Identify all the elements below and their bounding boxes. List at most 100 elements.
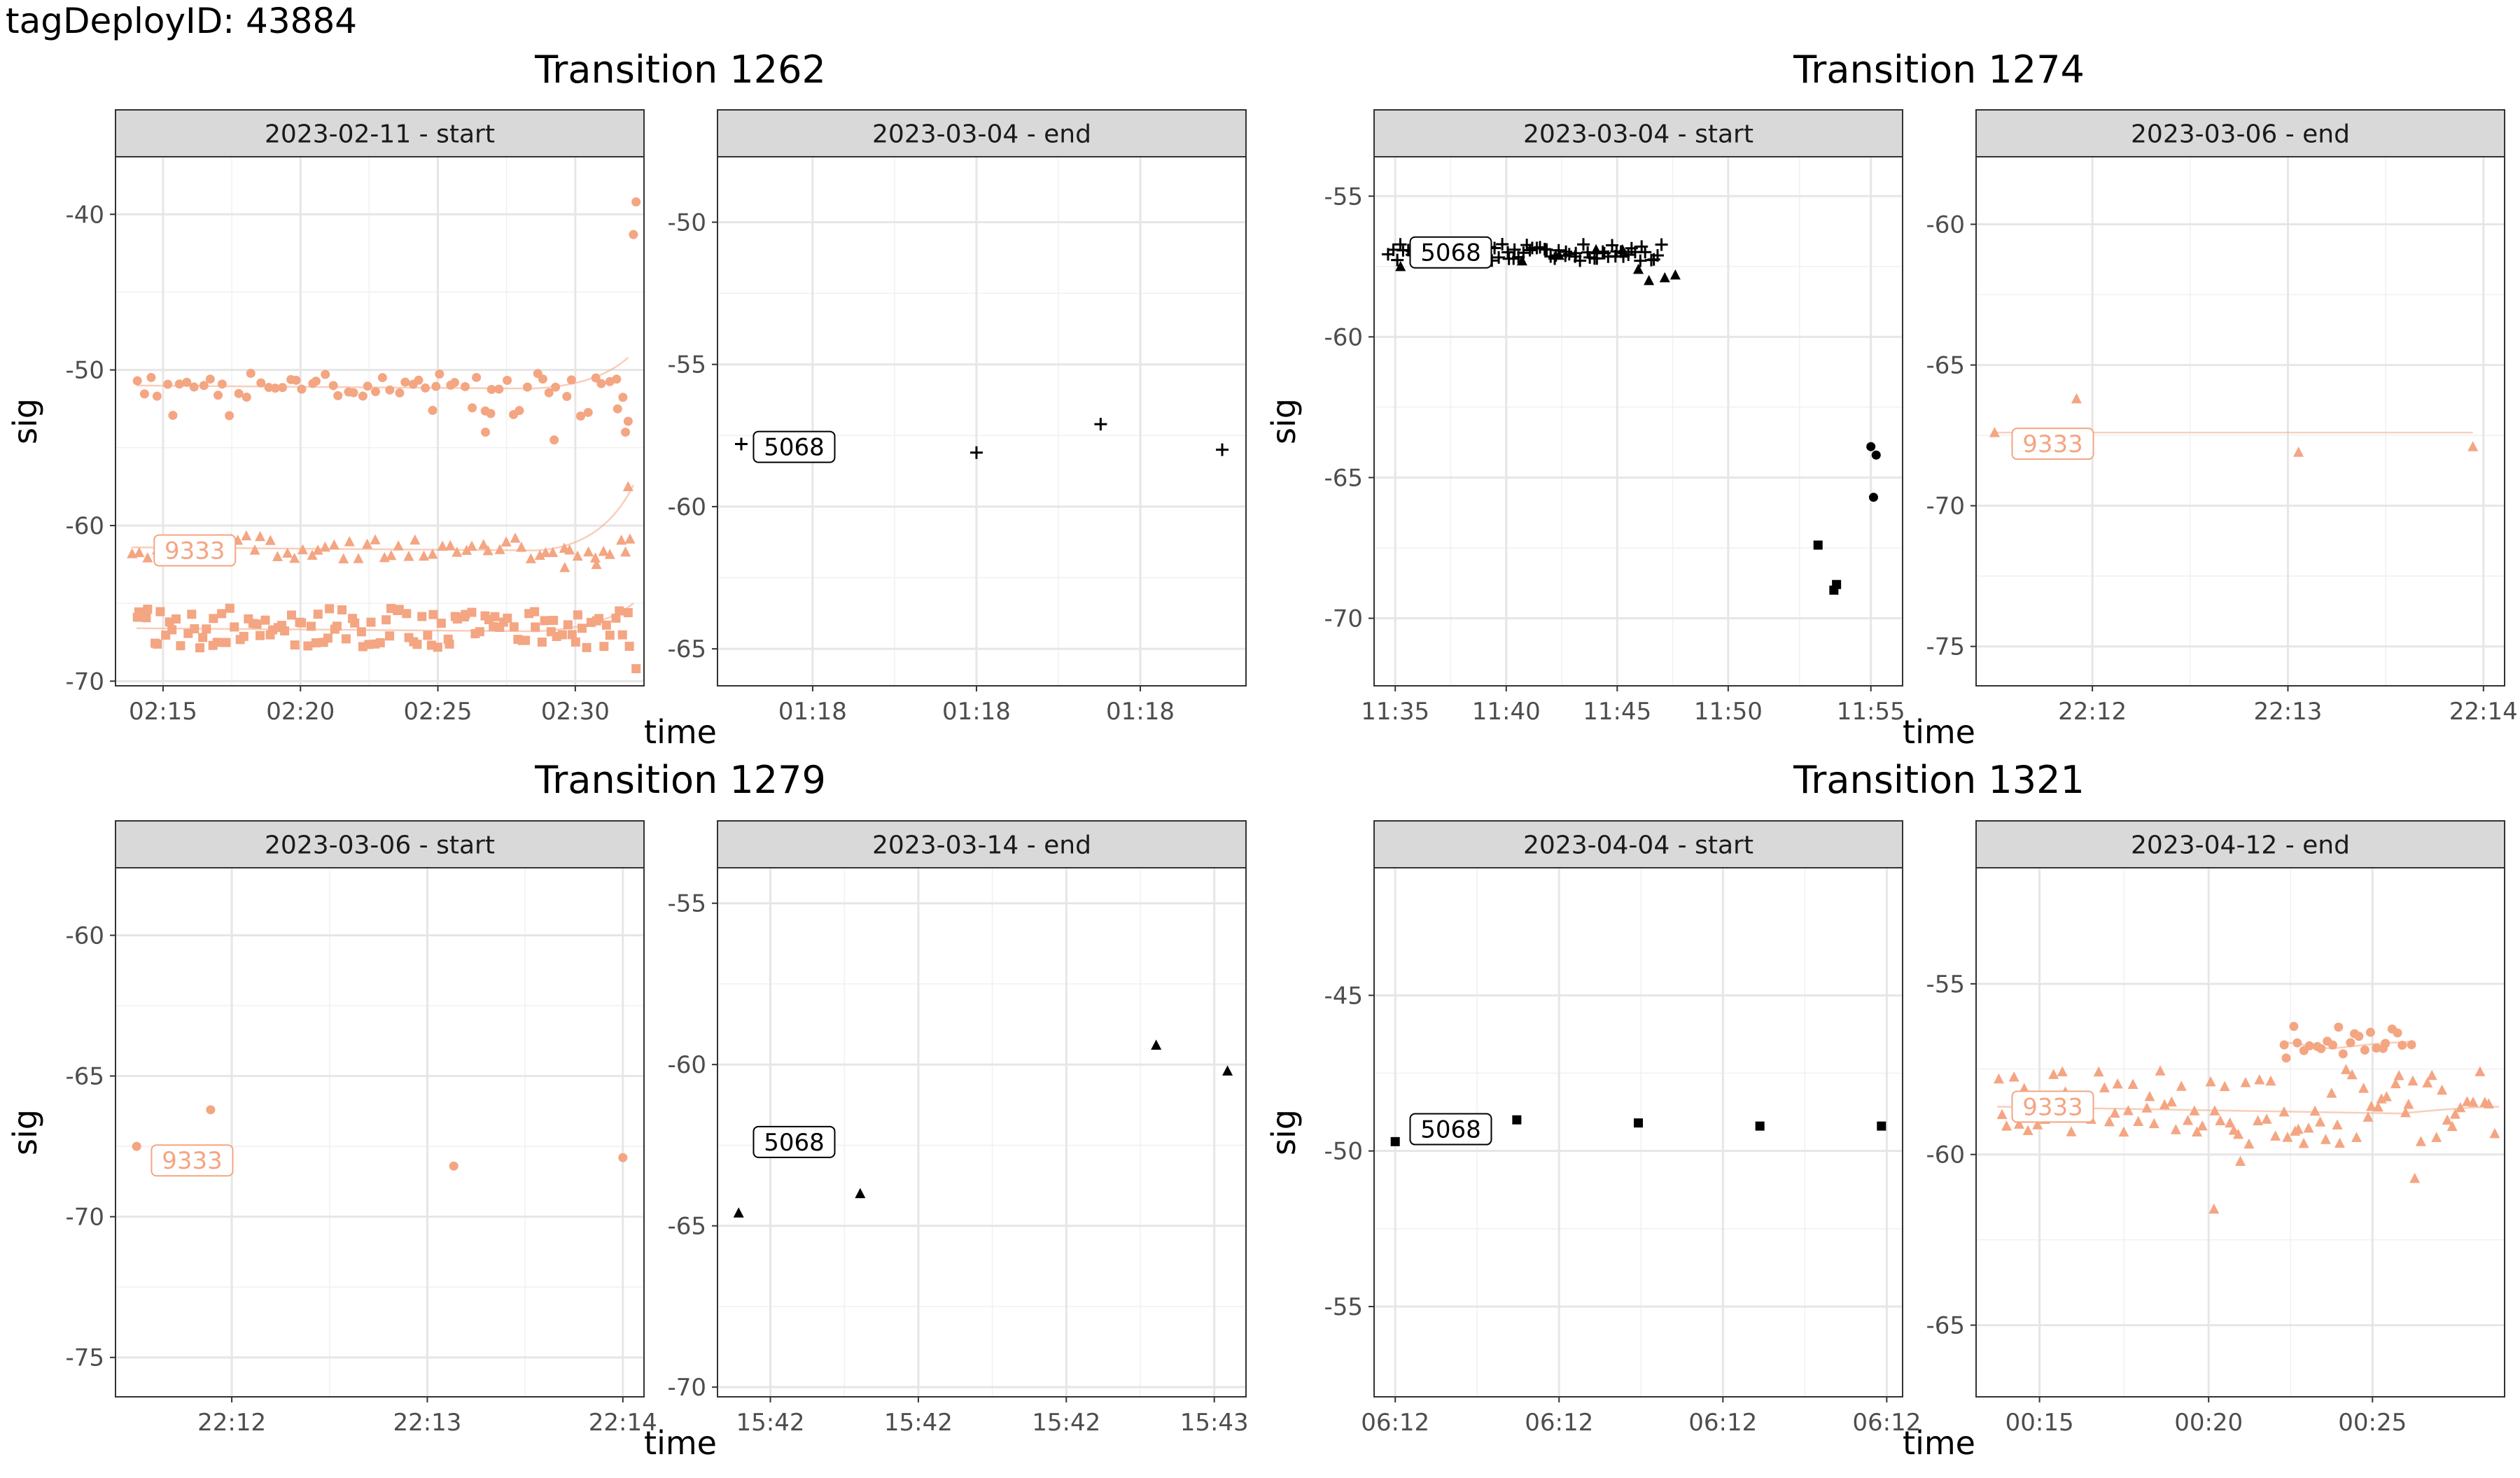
data-point [622,481,634,491]
data-point [2315,1116,2326,1127]
data-point [612,404,622,414]
data-point [353,553,364,563]
data-point [2183,1114,2194,1125]
data-point [2176,1081,2187,1091]
data-point [2415,1136,2426,1146]
y-tick-label: -70 [1926,493,1965,521]
data-point [382,615,391,625]
y-tick-label: -75 [1926,633,1965,661]
data-point [2233,1128,2244,1139]
data-point [564,544,575,555]
y-tick-label: -55 [667,351,706,379]
data-point [534,549,545,560]
data-point [153,639,162,649]
facet-strip-label: 2023-03-06 - end [2131,120,2350,149]
data-point [551,382,561,392]
series-label-box [150,1144,234,1177]
data-point [356,627,366,637]
data-point [199,381,209,390]
data-point [217,379,227,389]
data-point [482,544,493,556]
panel: 2023-02-11 - start -40 -50 -60 -70 02:15 02:20… [65,109,645,726]
data-point [249,544,260,555]
panel-background [1976,157,2505,686]
data-point [490,612,500,621]
y-tick-label: -65 [667,1213,706,1241]
data-point [1670,269,1681,280]
data-point [428,610,438,619]
data-point [525,553,536,563]
data-point [1216,443,1229,456]
data-point [2393,1028,2402,1038]
data-point [733,1207,744,1218]
data-point [617,630,627,640]
x-tick-label: 06:12 [1852,1409,1921,1437]
data-point [134,547,145,558]
data-point [419,550,430,561]
data-point [241,392,251,402]
data-point [2292,1038,2302,1048]
data-point [297,544,308,554]
data-point [563,620,573,630]
y-tick-label: -50 [65,357,104,385]
data-point [358,391,368,401]
data-point [362,538,373,549]
data-point [494,544,505,554]
data-point [616,534,627,545]
panel: 2023-03-06 - start -60 -65 -70 -75 22:12 22:13… [65,820,657,1437]
data-point [332,621,342,631]
data-point [1492,251,1506,264]
data-point [612,374,622,384]
data-point [2398,1041,2407,1050]
data-point [168,410,178,420]
data-point [537,638,547,647]
data-point [2407,1075,2418,1086]
data-point [2489,1127,2500,1139]
data-point [403,550,414,561]
data-point [2362,1111,2374,1122]
data-point [2366,1101,2377,1111]
data-point [583,407,593,417]
x-tick-label: 06:12 [1688,1409,1757,1437]
data-point [1395,260,1406,272]
data-point [291,375,301,385]
series-label-box [752,430,836,463]
data-point [2112,1078,2123,1089]
x-tick-label: 11:35 [1361,698,1429,726]
panel: 2023-03-06 - end -60 -65 -70 -75 22:12 22:13 22… [1926,109,2518,726]
data-point [1151,1039,1162,1050]
data-point [221,638,231,647]
x-tick-label: 00:15 [2005,1409,2074,1437]
data-point [2390,1078,2401,1089]
data-point [2309,1105,2320,1116]
data-point [547,547,559,557]
data-point [591,558,602,570]
facet-strip-label: 2023-03-04 - start [1523,120,1754,149]
data-point [311,638,321,648]
data-point [599,642,609,652]
data-point [1523,244,1536,257]
data-point [582,642,592,652]
data-point [385,631,395,641]
x-tick-label: 11:45 [1583,698,1651,726]
x-tick-label: 02:25 [404,698,472,726]
data-point [319,541,330,552]
data-point [575,411,585,421]
data-point [1659,272,1670,283]
data-point [2304,1041,2314,1050]
y-tick-label: -70 [65,668,104,696]
data-point [363,381,372,391]
data-point [1590,244,1602,255]
panel-background [115,868,644,1397]
data-point [2001,1120,2012,1131]
data-point [530,607,540,617]
data-point [436,619,446,628]
data-point [289,552,300,563]
data-point [303,641,313,651]
data-point [2381,1091,2392,1102]
data-point [2225,1117,2236,1128]
data-point [255,530,266,542]
data-point [2104,1115,2115,1127]
y-tick-label: -65 [1926,352,1965,380]
data-point [2019,1083,2030,1093]
